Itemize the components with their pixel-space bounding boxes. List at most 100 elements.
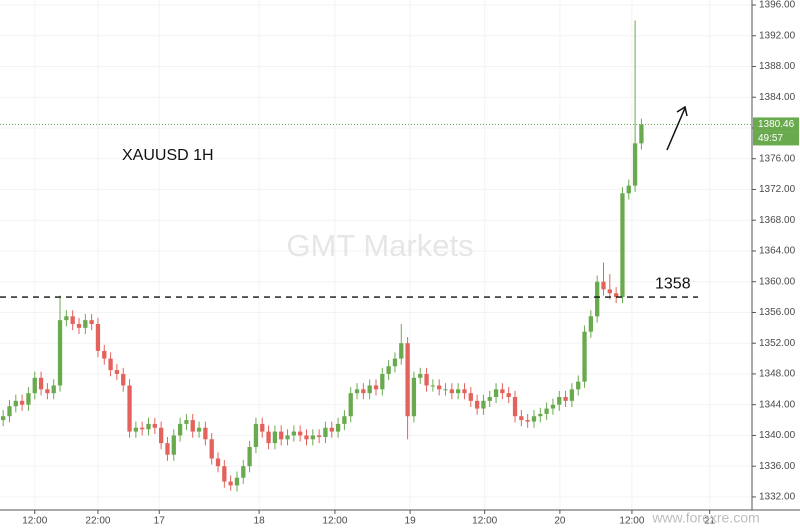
candle-body (272, 431, 278, 444)
x-tick-label: 18 (254, 516, 266, 527)
candle-body (76, 323, 82, 328)
candle-body (392, 358, 398, 367)
candle-body (437, 385, 442, 390)
candle-body (298, 431, 303, 436)
candle-body (348, 393, 353, 417)
candle-body (83, 320, 88, 328)
y-tick-label: 1332.00 (759, 492, 796, 503)
candle-body (323, 427, 328, 437)
candle-body (582, 331, 587, 382)
candle-body (45, 389, 50, 394)
countdown-box (753, 131, 799, 146)
candle-body (215, 458, 221, 467)
axes: 1332.00 1336.00 1340.00 1344.00 1348.00 1352.… (22, 0, 799, 527)
candle-body (418, 373, 423, 378)
overlay: 1358 (0, 123, 752, 298)
candle-body (127, 385, 132, 432)
y-tick-label: 1364.00 (759, 246, 796, 257)
candle-body (140, 427, 145, 430)
price-label-box (753, 117, 799, 132)
candle-body (361, 389, 366, 394)
candle-body (474, 400, 480, 409)
candle-body (620, 193, 625, 298)
candle-body (468, 393, 473, 401)
candle-body (411, 377, 417, 417)
candle-body (430, 385, 436, 387)
candle-body (291, 431, 296, 436)
candle-body (607, 289, 612, 294)
grid (0, 0, 752, 510)
arrow-shaft (666, 107, 686, 151)
candle-body (209, 439, 214, 459)
candle-body (380, 373, 385, 390)
candle-body (639, 124, 644, 144)
candle-body (456, 389, 461, 394)
candle-body (569, 389, 575, 401)
candle-body (184, 420, 189, 424)
candle-body (26, 393, 31, 405)
x-tick-label: 21 (704, 516, 716, 527)
candle-body (146, 423, 151, 430)
candle-body (19, 400, 25, 405)
y-tick-label: 1376.00 (759, 153, 796, 164)
candle-body (190, 420, 195, 432)
y-tick-label: 1360.00 (759, 276, 796, 287)
candle-body (519, 416, 524, 421)
candle-body (512, 397, 518, 417)
candle-body (588, 316, 594, 332)
candle-body (373, 385, 379, 390)
candle-body (285, 435, 290, 440)
x-tick-label: 12:00 (22, 516, 47, 527)
trend-arrow (666, 105, 688, 151)
arrow-head (676, 105, 688, 117)
candle-body (133, 427, 139, 432)
candle-body (95, 323, 101, 351)
candle-body (1, 416, 6, 421)
y-tick-label: 1356.00 (759, 307, 796, 318)
y-tick-label: 1396.00 (759, 0, 796, 11)
candle-body (304, 435, 309, 440)
candle-body (234, 477, 240, 486)
candle-body (405, 343, 410, 417)
candle-body (253, 423, 259, 447)
countdown: 49:57 (758, 133, 783, 144)
candle-body (335, 423, 341, 432)
candle-body (550, 404, 556, 409)
candle-body (386, 366, 391, 374)
candle-body (70, 316, 75, 324)
candle-body (171, 435, 176, 455)
candles (1, 20, 644, 492)
y-tick-label: 1392.00 (759, 30, 796, 41)
y-tick-label: 1372.00 (759, 184, 796, 195)
x-tick-label: 12:00 (472, 516, 497, 527)
candle-body (260, 423, 265, 432)
y-tick-label: 1352.00 (759, 338, 796, 349)
candle-body (525, 420, 530, 422)
candle-body (632, 143, 638, 186)
y-tick-label: 1348.00 (759, 369, 796, 380)
candle-body (241, 466, 246, 478)
candle-body (424, 373, 429, 386)
candle-body (158, 427, 164, 444)
candle-body (481, 400, 486, 409)
x-tick-label: 19 (405, 516, 417, 527)
candle-body (500, 389, 505, 394)
candle-body (487, 397, 492, 401)
candle-body (544, 408, 549, 414)
candle-body (165, 443, 170, 455)
candle-body (102, 350, 107, 359)
x-tick-label: 12:00 (322, 516, 347, 527)
candle-body (595, 281, 600, 317)
candle-body (7, 406, 12, 417)
candle-body (247, 446, 252, 467)
candle-body (493, 389, 499, 398)
candle-body (279, 431, 284, 440)
x-tick-label: 22:00 (85, 516, 110, 527)
candle-body (114, 370, 120, 374)
candle-body (108, 358, 113, 371)
candle-body (38, 377, 44, 390)
candle-body (203, 427, 208, 440)
